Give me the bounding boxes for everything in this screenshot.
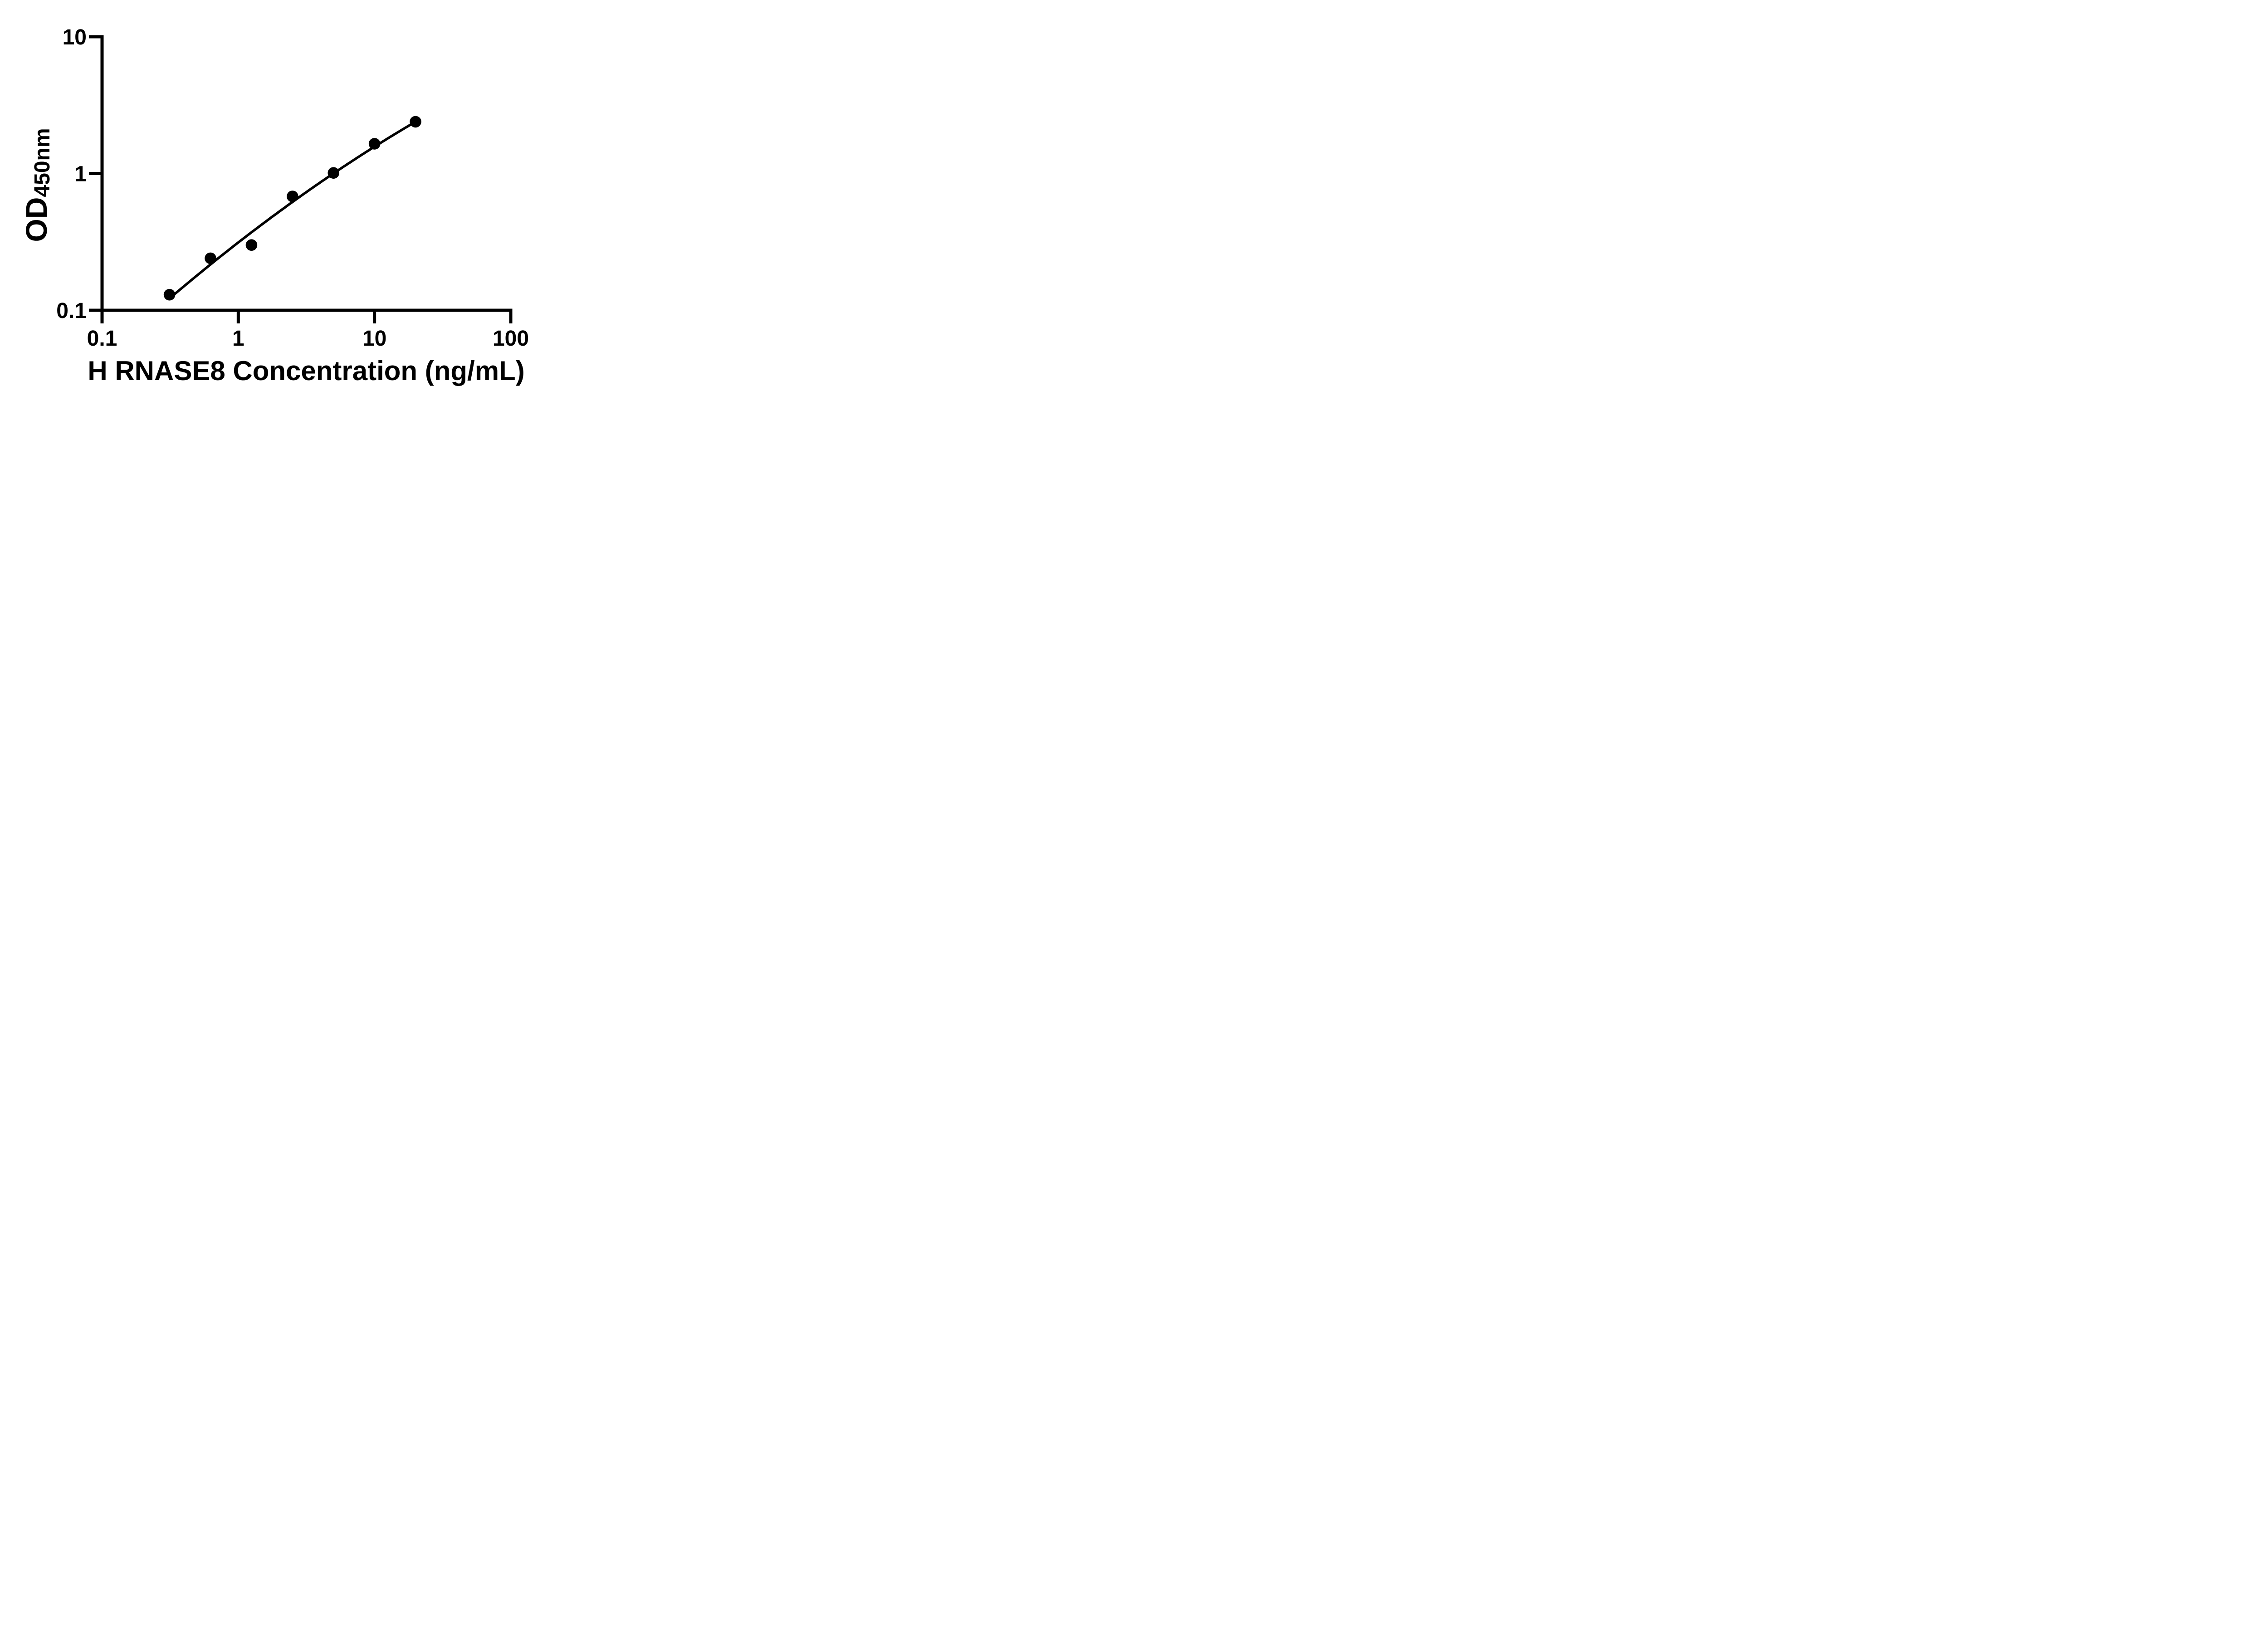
data-point (368, 138, 381, 150)
elisa-standard-curve-figure: 0.1 1 10 100 0.1 1 10 OD450nm H RNASE8 Concent… (0, 0, 572, 408)
x-tick-label: 100 (493, 327, 529, 351)
y-tick-label: 0.1 (56, 299, 87, 323)
data-point (205, 252, 216, 264)
x-axis-title: H RNASE8 Concentration (ng/mL) (88, 356, 525, 386)
x-tick-label: 0.1 (87, 327, 117, 351)
y-axis-title: OD450nm (20, 128, 55, 242)
y-tick-label: 1 (74, 162, 87, 186)
fit-curve-line (168, 120, 417, 300)
data-point (327, 167, 340, 179)
data-point (245, 239, 258, 251)
data-point (163, 288, 176, 301)
data-point (287, 191, 298, 202)
y-axis-title-main: OD (20, 197, 53, 242)
y-tick-label: 10 (63, 25, 87, 49)
plot-area: 0.1 1 10 100 0.1 1 10 (56, 25, 529, 351)
x-tick-label: 10 (362, 327, 386, 351)
data-point (410, 116, 421, 128)
y-axis-title-subscript: 450nm (30, 128, 55, 197)
x-tick-label: 1 (232, 327, 244, 351)
